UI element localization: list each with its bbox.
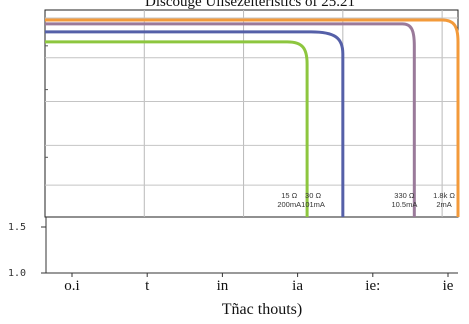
lower-axes: 1.0 1.5 o.i t in ia ie: ie xyxy=(8,217,458,294)
y-ticks: 1.0 1.5 xyxy=(8,222,46,279)
annotation-resistance: 330 Ω xyxy=(394,191,415,200)
y-tick-label: 1.0 xyxy=(8,268,26,279)
x-ticks: o.i t in ia ie: ie xyxy=(64,273,454,294)
annotation-resistance: 30 Ω xyxy=(305,191,321,200)
x-axis-label: Tñac thouts) xyxy=(222,301,302,318)
annotation-current: 10.5mA xyxy=(391,200,417,209)
series-line-2 xyxy=(45,30,345,217)
x-tick-label: ie: xyxy=(365,278,380,294)
annotation-current: 2mA xyxy=(436,200,451,209)
annotation-resistance: 15 Ω xyxy=(281,191,297,200)
x-tick-label: o.i xyxy=(64,278,79,294)
chart-title: Discouge Ulisezeiteristics of 25.21 xyxy=(145,0,355,10)
upper-panel-frame xyxy=(44,9,459,218)
x-tick-label: in xyxy=(217,278,229,294)
series-lines xyxy=(45,18,460,217)
x-tick-label: ie xyxy=(443,278,454,294)
annotation-current: 101mA xyxy=(301,200,325,209)
y-tick-label: 1.5 xyxy=(8,222,26,233)
annotation-resistance: 1.8k Ω xyxy=(433,191,455,200)
x-tick-label: t xyxy=(145,278,150,294)
series-line-3 xyxy=(45,22,416,217)
series-line-4 xyxy=(45,18,460,217)
x-tick-label: ia xyxy=(292,278,303,294)
series-line-1 xyxy=(45,40,309,217)
annotation-current: 200mA xyxy=(277,200,301,209)
grid-lines xyxy=(45,10,458,217)
